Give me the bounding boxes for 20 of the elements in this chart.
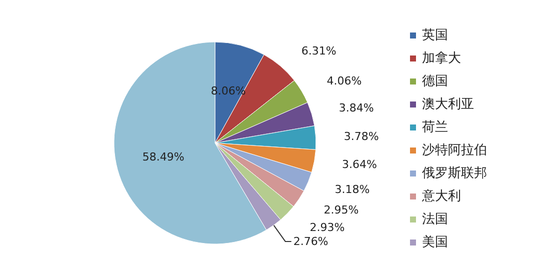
legend-label: 加拿大 (422, 51, 461, 66)
legend-label: 德国 (422, 74, 448, 89)
legend-label: 法国 (422, 212, 448, 227)
legend-label: 英国 (422, 28, 448, 43)
legend-label: 沙特阿拉伯 (422, 143, 487, 158)
legend-label: 美国 (422, 234, 448, 250)
data-label: 3.84% (338, 102, 374, 115)
legend-label: 澳大利亚 (422, 97, 474, 112)
data-label: 2.76% (293, 234, 328, 248)
legend-label: 俄罗斯联邦 (422, 166, 487, 181)
data-label: 2.93% (310, 220, 345, 234)
legend-label: 荷兰 (422, 120, 448, 135)
data-label: 2.95% (324, 204, 359, 217)
legend-label: 意大利 (421, 189, 461, 204)
data-label: 58.49% (142, 150, 184, 164)
data-label: 3.78% (344, 130, 379, 144)
data-label: 4.06% (326, 74, 362, 88)
data-label: 3.18% (334, 183, 370, 196)
data-label: 6.31% (301, 44, 336, 58)
data-label: 3.64% (342, 158, 377, 172)
